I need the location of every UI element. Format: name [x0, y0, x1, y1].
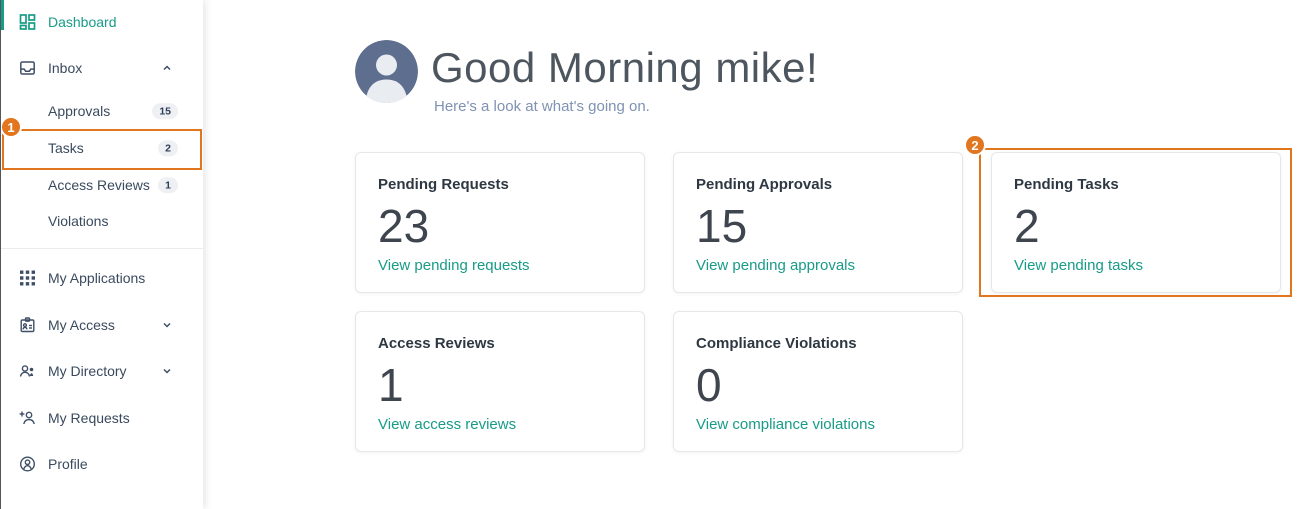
dashboard-icon — [19, 14, 36, 31]
sidebar-item-my-requests[interactable]: My Requests — [0, 400, 203, 436]
tasks-count-badge: 2 — [158, 140, 178, 156]
people-icon — [19, 363, 36, 380]
annotation-box-1 — [2, 129, 202, 170]
sidebar-item-label: Violations — [48, 213, 109, 229]
id-badge-icon — [19, 317, 36, 334]
pending-tasks-card: Pending Tasks 2 View pending tasks — [991, 152, 1281, 293]
sidebar-item-access-reviews[interactable]: Access Reviews 1 — [0, 167, 203, 203]
sidebar-item-profile[interactable]: Profile — [0, 446, 203, 482]
sidebar-item-my-access[interactable]: My Access — [0, 307, 203, 343]
sidebar-item-my-applications[interactable]: My Applications — [0, 260, 203, 296]
card-title: Pending Approvals — [696, 176, 833, 193]
access-reviews-card: Access Reviews 1 View access reviews — [355, 311, 645, 452]
card-title: Access Reviews — [378, 335, 495, 352]
chevron-down-icon — [161, 365, 173, 377]
user-avatar — [355, 40, 418, 103]
sidebar-item-tasks[interactable]: Tasks 2 — [0, 130, 203, 166]
greeting-title: Good Morning mike! — [431, 44, 819, 91]
pending-approvals-card: Pending Approvals 15 View pending approv… — [673, 152, 963, 293]
view-pending-tasks-link[interactable]: View pending tasks — [1014, 257, 1143, 275]
annotation-box-2 — [979, 148, 1292, 297]
active-indicator — [0, 0, 4, 30]
card-value: 2 — [1014, 200, 1040, 252]
sidebar-divider — [0, 248, 203, 249]
sidebar-item-label: My Requests — [48, 410, 130, 426]
chevron-down-icon — [161, 319, 173, 331]
sidebar-item-my-directory[interactable]: My Directory — [0, 353, 203, 389]
sidebar-item-label: Profile — [48, 456, 88, 472]
card-value: 1 — [378, 359, 404, 411]
view-pending-requests-link[interactable]: View pending requests — [378, 257, 530, 275]
person-add-icon — [19, 410, 36, 427]
greeting-subtitle: Here's a look at what's going on. — [434, 98, 650, 115]
card-value: 15 — [696, 200, 748, 252]
annotation-marker-2: 2 — [964, 134, 986, 156]
card-title: Pending Tasks — [1014, 176, 1119, 193]
annotation-label: 2 — [971, 137, 979, 153]
card-title: Pending Requests — [378, 176, 509, 193]
sidebar-item-label: My Applications — [48, 270, 146, 286]
sidebar-item-label: Approvals — [48, 103, 111, 119]
compliance-violations-card: Compliance Violations 0 View compliance … — [673, 311, 963, 452]
sidebar: Dashboard Inbox Approvals 15 Tasks 2 Acc… — [0, 0, 203, 509]
window-left-edge — [0, 0, 1, 509]
profile-icon — [19, 456, 36, 473]
sidebar-item-inbox[interactable]: Inbox — [0, 50, 203, 86]
sidebar-item-approvals[interactable]: Approvals 15 — [0, 93, 203, 129]
view-access-reviews-link[interactable]: View access reviews — [378, 416, 517, 434]
sidebar-item-label: My Access — [48, 317, 115, 333]
sidebar-item-label: Dashboard — [48, 14, 117, 30]
view-compliance-violations-link[interactable]: View compliance violations — [696, 416, 875, 434]
access-reviews-count-badge: 1 — [158, 177, 178, 193]
annotation-marker-1: 1 — [0, 116, 22, 138]
sidebar-item-label: Tasks — [48, 140, 84, 156]
sidebar-item-dashboard[interactable]: Dashboard — [0, 0, 203, 40]
sidebar-item-violations[interactable]: Violations — [0, 203, 203, 239]
view-pending-approvals-link[interactable]: View pending approvals — [696, 257, 856, 275]
annotation-label: 1 — [7, 119, 15, 135]
card-title: Compliance Violations — [696, 335, 857, 352]
card-value: 23 — [378, 200, 430, 252]
inbox-icon — [19, 60, 36, 77]
approvals-count-badge: 15 — [152, 103, 178, 119]
chevron-up-icon — [161, 62, 173, 74]
sidebar-item-label: My Directory — [48, 363, 127, 379]
sidebar-item-label: Inbox — [48, 60, 83, 76]
apps-grid-icon — [19, 270, 36, 287]
sidebar-item-label: Access Reviews — [48, 177, 150, 193]
pending-requests-card: Pending Requests 23 View pending request… — [355, 152, 645, 293]
card-value: 0 — [696, 359, 722, 411]
